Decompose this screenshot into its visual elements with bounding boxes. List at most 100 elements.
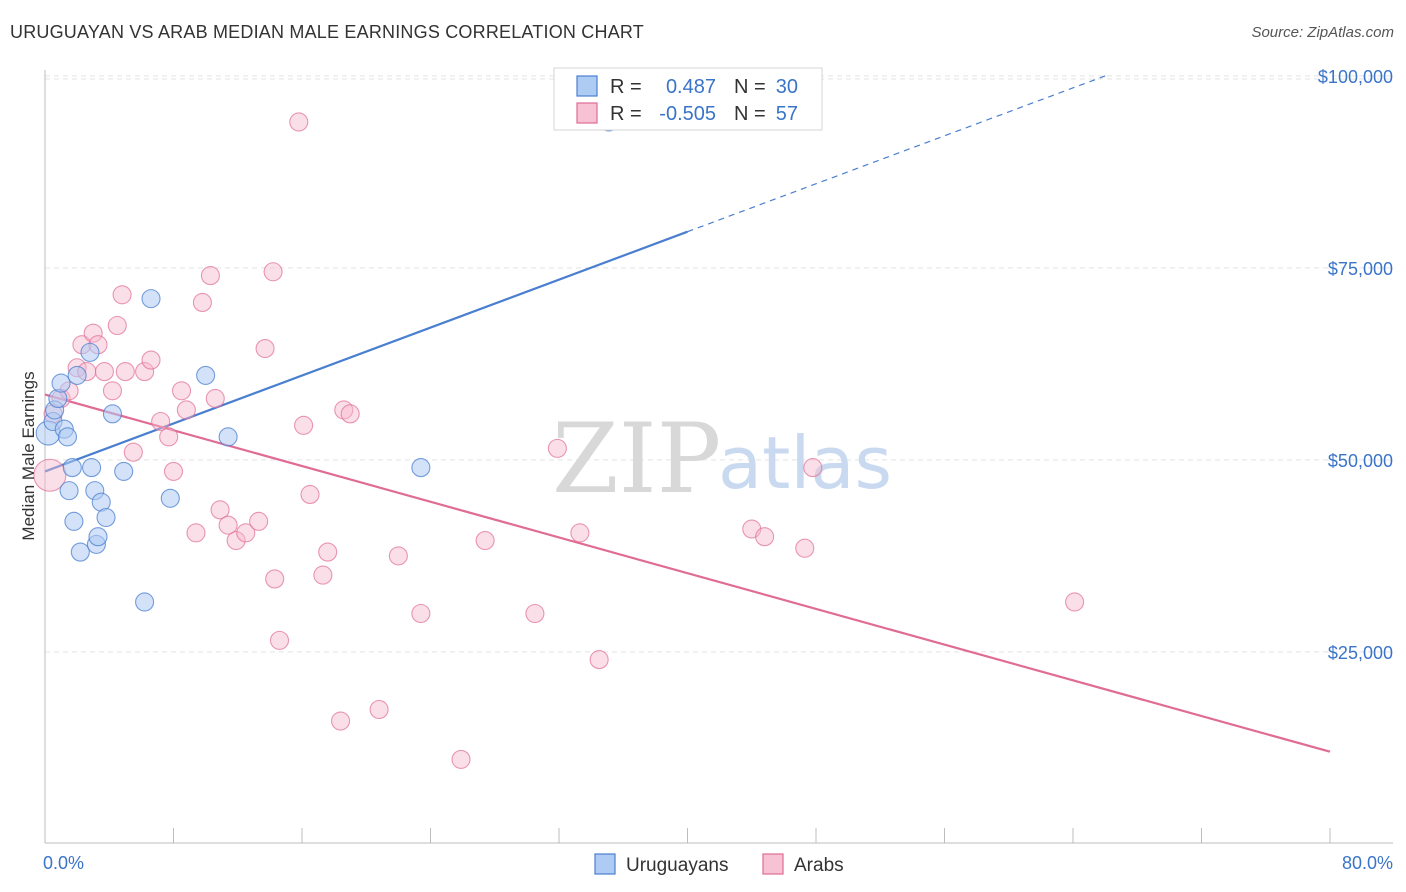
arab-point (269, 630, 290, 650)
arab-point (218, 515, 238, 535)
arab-point (186, 523, 206, 543)
trend-lines (44, 75, 1331, 753)
legend-r-value-2: -0.505 (659, 103, 716, 125)
arab-point (210, 500, 230, 520)
arab-point (289, 112, 309, 132)
correlation-legend: R = 0.487 N = 30 R = -0.505 N = 57 (553, 67, 823, 131)
arab-point (226, 530, 246, 551)
bottom-legend-swatch-arabs (762, 853, 784, 875)
arab-point (340, 404, 360, 424)
axes (44, 70, 1393, 844)
uruguayan-point (88, 527, 108, 547)
arab-point (451, 749, 471, 769)
uruguayan-point (67, 365, 87, 385)
uruguayan-point (141, 289, 161, 309)
arab-point (123, 442, 143, 462)
legend-frame (553, 67, 823, 131)
arab-point (475, 530, 495, 551)
y-tick-label-2: $75,000 (1328, 259, 1393, 279)
grid-lines (45, 75, 1393, 653)
y-tick-label-3: $100,000 (1318, 67, 1393, 87)
arab-point (294, 415, 314, 435)
x-tick-labels: 0.0% 80.0% (43, 853, 1393, 873)
x-tick-label-0: 0.0% (43, 853, 84, 873)
legend-swatch-uruguayans (576, 75, 598, 97)
legend-r-label-2: R = (610, 103, 642, 125)
arab-point (330, 711, 351, 731)
arab-point (112, 285, 132, 305)
arab-point (141, 350, 161, 370)
arab-point (33, 458, 67, 492)
arab-point (263, 262, 283, 282)
trend-line-uruguayans (44, 230, 688, 473)
uruguayan-point (196, 365, 216, 385)
arab-point (176, 400, 196, 420)
uruguayan-point (59, 481, 79, 501)
trend-line-uruguayans-extension (687, 75, 1106, 233)
arab-point (249, 511, 269, 531)
arab-point (547, 438, 567, 458)
arab-point (159, 427, 179, 447)
uruguayan-point (96, 507, 116, 528)
uruguayan-point (64, 511, 84, 531)
arab-point (102, 381, 123, 401)
bottom-legend-uruguayans: Uruguayans (626, 855, 728, 876)
arab-point (300, 484, 320, 505)
uruguayan-point (48, 388, 68, 409)
arab-point (255, 338, 275, 359)
arab-point (205, 388, 225, 409)
legend-r-label-1: R = (610, 76, 642, 98)
legend-n-label-2: N = (734, 103, 766, 125)
arab-point (163, 461, 184, 481)
uruguayan-point (57, 427, 78, 447)
watermark-zip: ZIP (552, 403, 721, 515)
arab-point (313, 565, 333, 585)
source-label: Source: ZipAtlas.com (1251, 24, 1394, 41)
y-axis-label: Median Male Earnings (19, 371, 38, 540)
uruguayan-point (102, 404, 123, 424)
legend-n-value-2: 57 (776, 103, 798, 125)
uruguayan-point (70, 542, 90, 562)
watermark: ZIP atlas (552, 403, 892, 515)
arab-point (525, 603, 545, 624)
series-legend: Uruguayans Arabs (594, 853, 844, 876)
arab-point (411, 603, 431, 624)
legend-swatch-arabs (576, 102, 598, 124)
arab-point (369, 699, 389, 720)
x-tick-label-1: 80.0% (1342, 853, 1393, 873)
arab-point (265, 569, 285, 589)
uruguayan-point (51, 373, 71, 393)
uruguayan-point (62, 458, 82, 478)
legend-n-value-1: 30 (776, 76, 798, 98)
arab-point (192, 292, 212, 313)
arab-point (236, 523, 256, 543)
chart-title: URUGUAYAN VS ARAB MEDIAN MALE EARNINGS C… (10, 22, 644, 42)
uruguayan-point (218, 427, 238, 447)
uruguayan-point (82, 458, 102, 478)
uruguayan-point (160, 488, 180, 508)
data-points (33, 112, 1085, 769)
trend-line-arabs (44, 393, 1331, 753)
arab-point (795, 538, 815, 558)
arab-point (200, 266, 220, 286)
bottom-legend-arabs: Arabs (794, 855, 844, 876)
arab-point (107, 315, 127, 336)
arab-point (171, 381, 192, 401)
uruguayan-point (411, 458, 431, 478)
uruguayan-point (114, 461, 134, 481)
arab-point (1065, 592, 1085, 612)
arab-point (570, 523, 590, 543)
arab-point (94, 362, 114, 382)
legend-r-value-1: 0.487 (666, 76, 716, 98)
uruguayan-point (135, 592, 155, 612)
arab-point (135, 362, 155, 382)
y-tick-label-0: $25,000 (1328, 643, 1393, 663)
arab-point (151, 411, 171, 432)
arab-point (388, 546, 408, 566)
arab-point (115, 362, 135, 382)
uruguayan-point (80, 342, 100, 362)
bottom-legend-swatch-uruguayans (594, 853, 616, 875)
arab-point (589, 650, 609, 670)
arab-point (318, 542, 338, 562)
